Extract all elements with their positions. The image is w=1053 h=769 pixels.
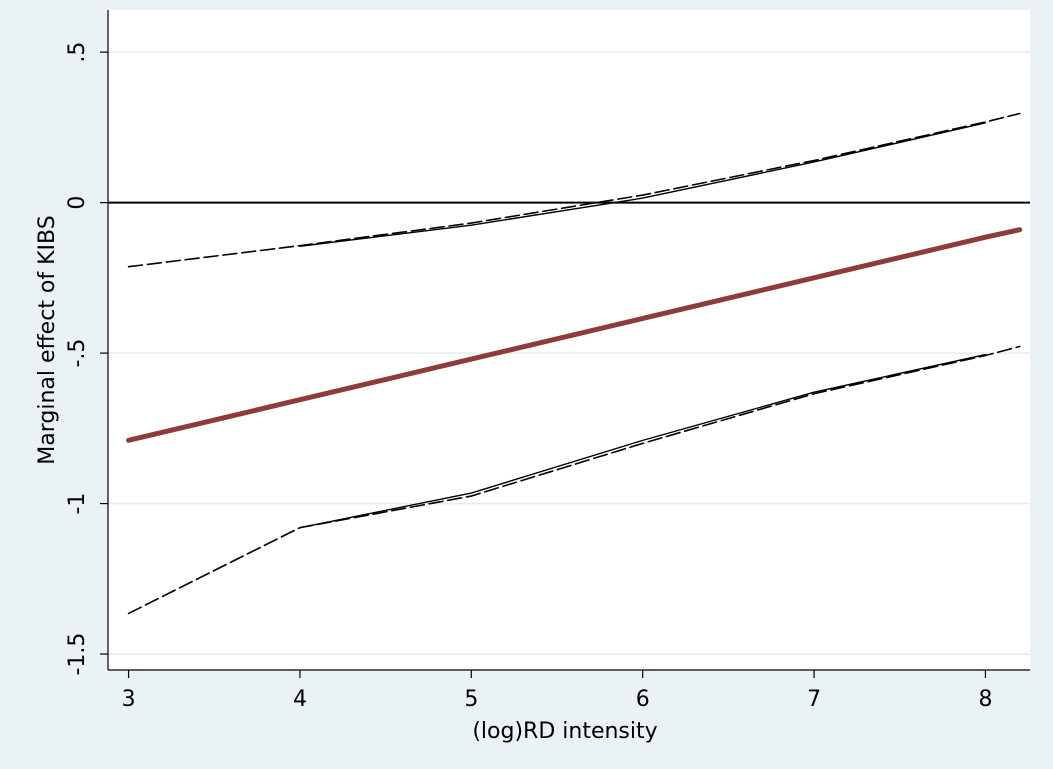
x-axis-title: (log)RD intensity — [472, 719, 657, 744]
series-line — [299, 353, 987, 529]
y-tick-label: -1 — [65, 493, 90, 515]
series-line — [126, 227, 1023, 443]
y-tick-label: .5 — [65, 42, 90, 63]
x-tick-label: 7 — [807, 687, 821, 712]
y-tick-label: -.5 — [65, 339, 90, 368]
y-axis-title: Marginal effect of KIBS — [35, 215, 60, 464]
x-tick-label: 5 — [464, 687, 478, 712]
x-tick-label: 8 — [978, 687, 992, 712]
series-line — [299, 122, 987, 247]
y-tick-label: 0 — [65, 196, 90, 210]
y-tick-label: -1.5 — [65, 633, 90, 676]
x-tick-label: 6 — [636, 687, 650, 712]
x-tick-label: 3 — [122, 687, 136, 712]
x-tick-label: 4 — [293, 687, 307, 712]
plot-area — [108, 10, 1030, 670]
